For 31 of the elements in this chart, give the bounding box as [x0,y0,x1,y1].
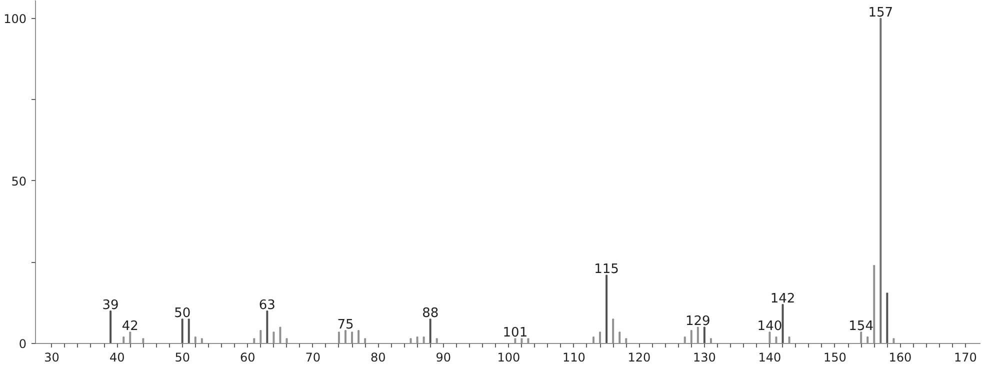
x-tick-label: 30 [44,350,60,364]
annotation: 42 [122,319,138,334]
x-tick-label: 170 [954,350,977,364]
x-tick-label: 100 [497,350,520,364]
annotation: 154 [848,319,874,334]
annotation: 101 [502,326,528,341]
annotation: 129 [686,314,710,330]
annotation: 63 [258,298,276,313]
x-tick-label: 50 [174,350,190,364]
y-tick-label: 100 [4,12,26,26]
x-tick-label: 60 [240,350,256,364]
annotation: 142 [770,291,796,306]
annotation: 39 [102,298,119,313]
annotation: 75 [337,317,354,332]
x-tick-label: 110 [562,350,586,364]
x-tick-label: 130 [692,350,716,364]
annotation: 157 [868,5,894,20]
annotation: 140 [757,319,782,334]
annotation: 88 [422,306,439,322]
x-tick-label: 80 [370,350,386,364]
annotation: 50 [174,306,191,322]
annotation: 115 [594,262,619,278]
x-tick-label: 150 [824,350,846,364]
x-tick-label: 140 [758,350,782,364]
x-tick-label: 160 [888,350,912,364]
y-tick-label: 50 [11,174,27,188]
x-tick-label: 90 [436,350,452,364]
x-tick-label: 40 [109,350,125,364]
x-tick-label: 120 [628,350,651,364]
y-tick-label: 0 [18,337,27,351]
x-tick-label: 70 [305,350,321,364]
